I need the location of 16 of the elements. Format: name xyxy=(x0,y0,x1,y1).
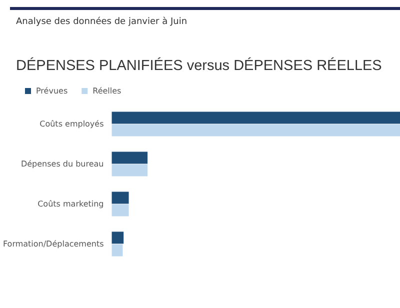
bar xyxy=(112,232,124,244)
bar xyxy=(112,124,400,136)
legend-label: Réelles xyxy=(92,86,122,96)
y-tick-label: Formation/Déplacements xyxy=(2,240,104,248)
bar xyxy=(112,112,400,124)
chart-title: DÉPENSES PLANIFIÉES versus DÉPENSES RÉELLES xyxy=(16,58,382,74)
bar xyxy=(112,204,129,216)
bar xyxy=(112,164,148,176)
bar xyxy=(112,244,123,256)
y-tick-label: Dépenses du bureau xyxy=(20,160,104,168)
y-tick-label: Coûts employés xyxy=(40,120,104,128)
legend-label: Prévues xyxy=(36,86,68,96)
bar xyxy=(112,152,148,164)
bar xyxy=(112,192,129,204)
chart-subtitle: Analyse des données de janvier à Juin xyxy=(16,17,188,27)
y-tick-label: Coûts marketing xyxy=(38,200,104,208)
